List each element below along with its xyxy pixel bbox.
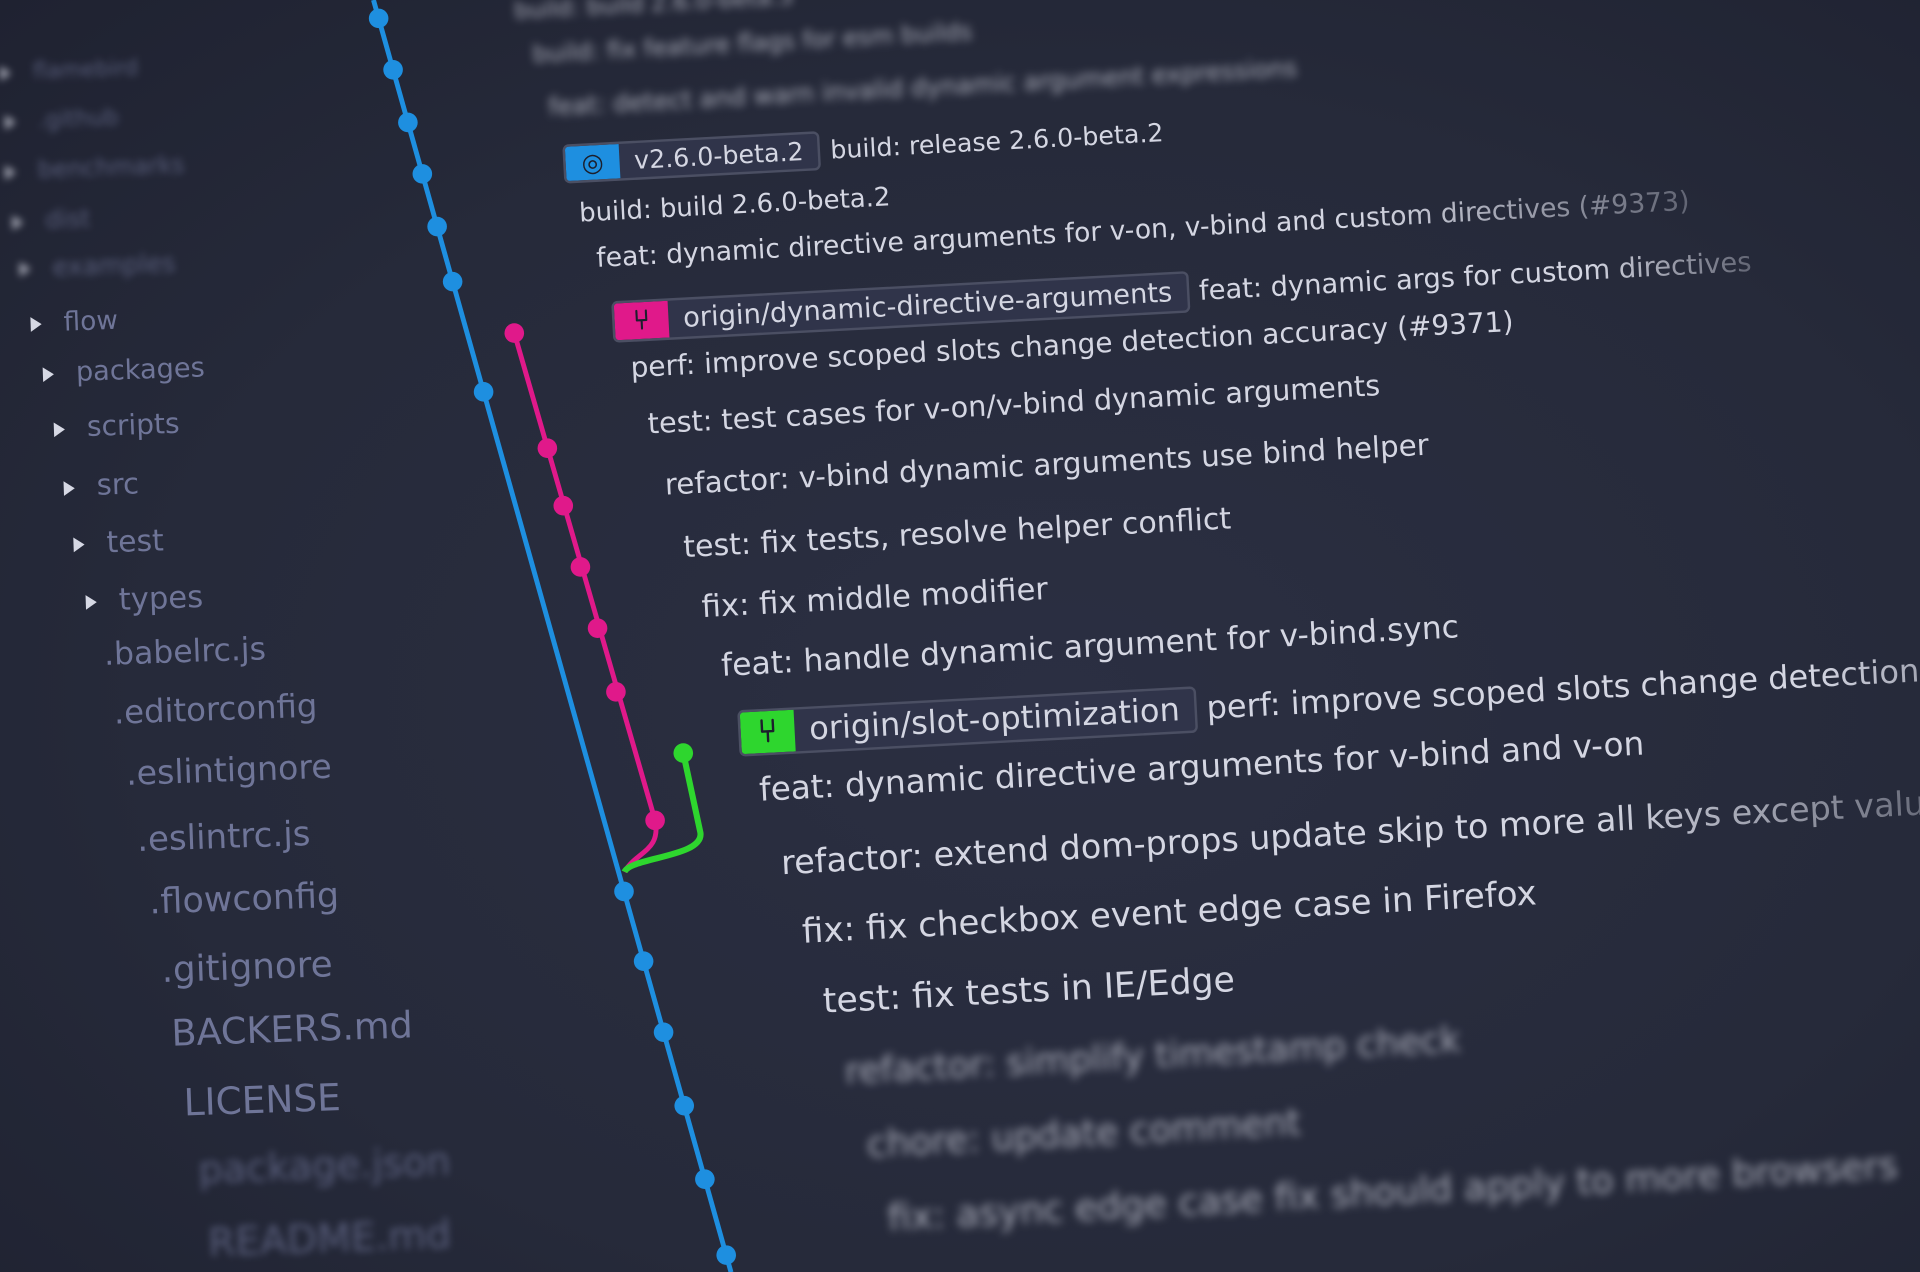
- commit-dot-main: [398, 112, 418, 133]
- commit-dot-dynamic: [537, 438, 558, 458]
- commit-dot-dynamic: [504, 323, 525, 343]
- commit-dot-dynamic: [570, 557, 591, 577]
- dynamic-branch-line: [511, 332, 659, 874]
- commit-dot-slot: [673, 743, 694, 763]
- slot-branch-line: [621, 752, 704, 874]
- commit-dot-main: [674, 1095, 695, 1116]
- tag-icon: ◎: [564, 143, 621, 181]
- commit-dot-dynamic: [606, 682, 626, 702]
- commit-dot-main: [473, 382, 494, 402]
- commit-dot-main: [383, 60, 403, 80]
- commit-dot-main: [716, 1245, 737, 1265]
- branch-icon: ⑂: [613, 301, 670, 341]
- branch-icon: ⑂: [739, 710, 796, 755]
- commit-dot-main: [614, 881, 634, 902]
- commit-dot-dynamic: [645, 810, 665, 831]
- commit-dot-main: [633, 951, 654, 972]
- commit-dot-main: [412, 164, 433, 184]
- commit-dot-dynamic: [587, 618, 608, 638]
- main-branch-line: [371, 0, 734, 1272]
- commit-dot-main: [368, 8, 389, 29]
- commit-dot-main: [442, 271, 463, 292]
- commit-dot-main: [427, 216, 447, 237]
- commit-dot-main: [695, 1169, 715, 1189]
- commit-dot-dynamic: [553, 495, 574, 516]
- commit-dot-main: [653, 1022, 674, 1043]
- tag-label: v2.6.0-beta.2: [633, 136, 805, 175]
